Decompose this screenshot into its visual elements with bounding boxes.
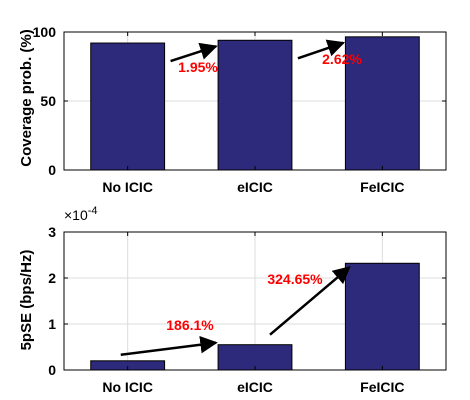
x-ticks: No ICIC eICIC FeICIC — [102, 379, 404, 395]
y-ticks: 0 50 100 — [33, 24, 57, 178]
annotation-label: 186.1% — [166, 317, 214, 333]
x-tick-label: eICIC — [237, 379, 273, 395]
x-ticks: No ICIC eICIC FeICIC — [102, 179, 404, 195]
y-axis-label: 5pSE (bps/Hz) — [18, 250, 35, 351]
annotations: 186.1% 324.65% — [120, 266, 351, 357]
x-tick-label: FeICIC — [360, 379, 404, 395]
y-tick-label: 100 — [33, 24, 57, 40]
y-scale-exponent-base: ×10 — [64, 207, 88, 223]
y-tick-label: 3 — [48, 224, 56, 240]
annotation-arrow — [120, 336, 218, 357]
y-scale-exponent: ×10-4 — [64, 205, 98, 223]
y-axis-label: Coverage prob. (%) — [18, 29, 35, 167]
bars — [90, 36, 420, 171]
y-tick-label: 0 — [48, 362, 56, 378]
annotation-label: 1.95% — [178, 59, 218, 75]
annotation-label: 324.65% — [267, 271, 323, 287]
y-scale-exponent-power: -4 — [88, 205, 98, 217]
bar — [90, 42, 166, 171]
y-tick-label: 2 — [48, 270, 56, 286]
bar — [217, 344, 293, 371]
spectral-efficiency-chart: 0 1 2 3 No ICIC eICIC FeICIC 5pSE (bps/Hz) ×1… — [18, 205, 447, 395]
annotation-arrow — [170, 42, 218, 63]
coverage-chart: 0 50 100 No ICIC eICIC FeICIC Coverage prob.… — [18, 24, 447, 195]
y-ticks: 0 1 2 3 — [48, 224, 56, 378]
bar — [344, 262, 420, 371]
annotations: 1.95% 2.62% — [170, 39, 362, 75]
y-tick-label: 50 — [40, 93, 56, 109]
y-tick-label: 1 — [48, 316, 56, 332]
axes — [63, 31, 447, 171]
bar — [217, 39, 293, 171]
x-tick-label: No ICIC — [102, 179, 153, 195]
x-tick-label: FeICIC — [360, 179, 404, 195]
annotation-arrow — [269, 266, 351, 336]
annotation-label: 2.62% — [322, 51, 362, 67]
x-tick-label: eICIC — [237, 179, 273, 195]
y-tick-label: 0 — [48, 162, 56, 178]
x-tick-label: No ICIC — [102, 379, 153, 395]
annotation-arrow — [297, 39, 346, 60]
bars — [90, 262, 420, 371]
axes — [63, 231, 447, 371]
